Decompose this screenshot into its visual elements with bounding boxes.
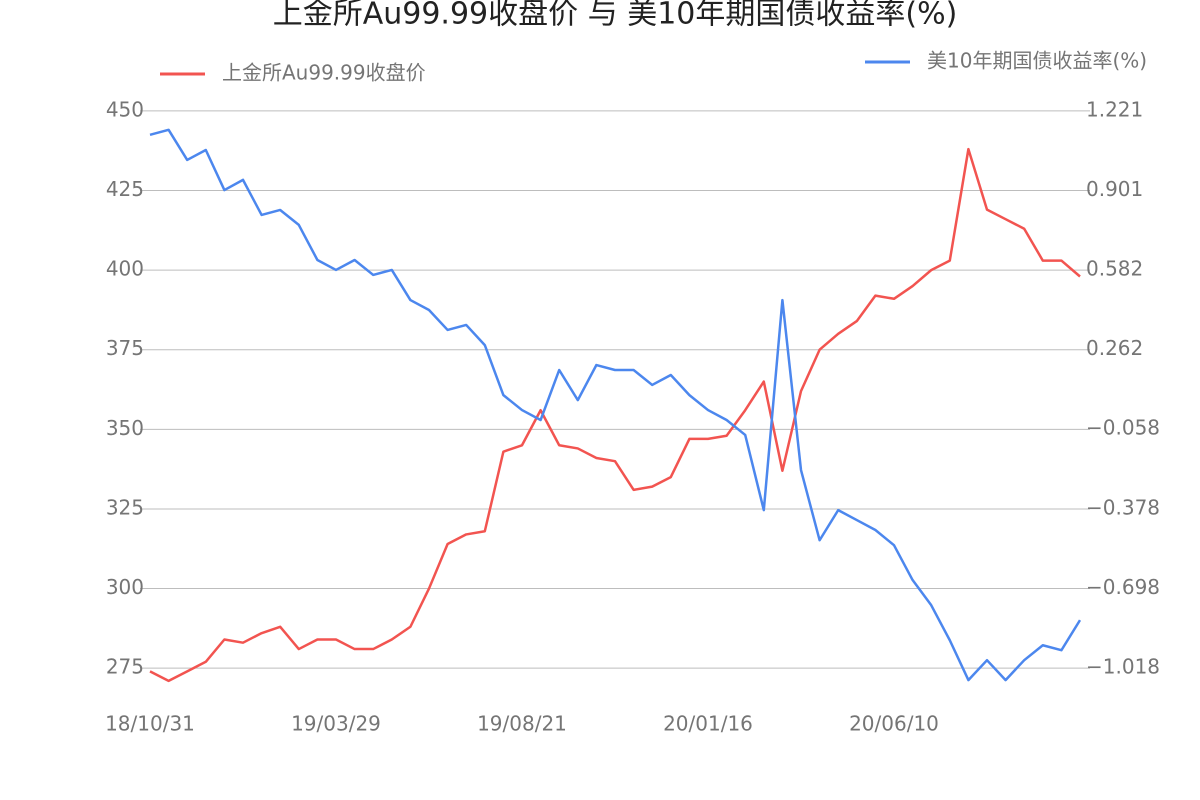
y2-tick-label: 1.221 xyxy=(1086,97,1143,121)
y-tick-label: 300 xyxy=(106,575,144,599)
series-line xyxy=(149,147,1081,683)
y2-tick-label: 0.901 xyxy=(1086,177,1143,201)
chart-title: 上金所Au99.99收盘价 与 美10年期国债收益率(%) xyxy=(273,0,958,32)
y2-tick-label: −0.698 xyxy=(1086,575,1160,599)
legend-label: 美10年期国债收益率(%) xyxy=(927,49,1147,73)
y-tick-label: 275 xyxy=(106,655,144,679)
y2-tick-label: −1.018 xyxy=(1086,655,1160,679)
y-tick-label: 425 xyxy=(106,177,144,201)
y2-tick-label: 0.582 xyxy=(1086,256,1143,280)
y-tick-label: 325 xyxy=(106,495,144,519)
y-tick-label: 375 xyxy=(106,336,144,360)
y2-tick-label: −0.058 xyxy=(1086,416,1160,440)
x-tick-label: 20/06/10 xyxy=(849,712,939,736)
y-tick-label: 400 xyxy=(106,257,144,281)
x-tick-label: 18/10/31 xyxy=(105,712,195,736)
y2-tick-label: −0.378 xyxy=(1086,495,1160,519)
legend-label: 上金所Au99.99收盘价 xyxy=(222,61,426,85)
y-tick-label: 450 xyxy=(106,97,144,121)
x-tick-label: 19/03/29 xyxy=(291,712,381,736)
y-tick-label: 350 xyxy=(106,416,144,440)
x-tick-label: 19/08/21 xyxy=(477,712,567,736)
series-line xyxy=(149,128,1082,682)
x-tick-label: 20/01/16 xyxy=(663,712,753,736)
y2-tick-label: 0.262 xyxy=(1086,336,1143,360)
